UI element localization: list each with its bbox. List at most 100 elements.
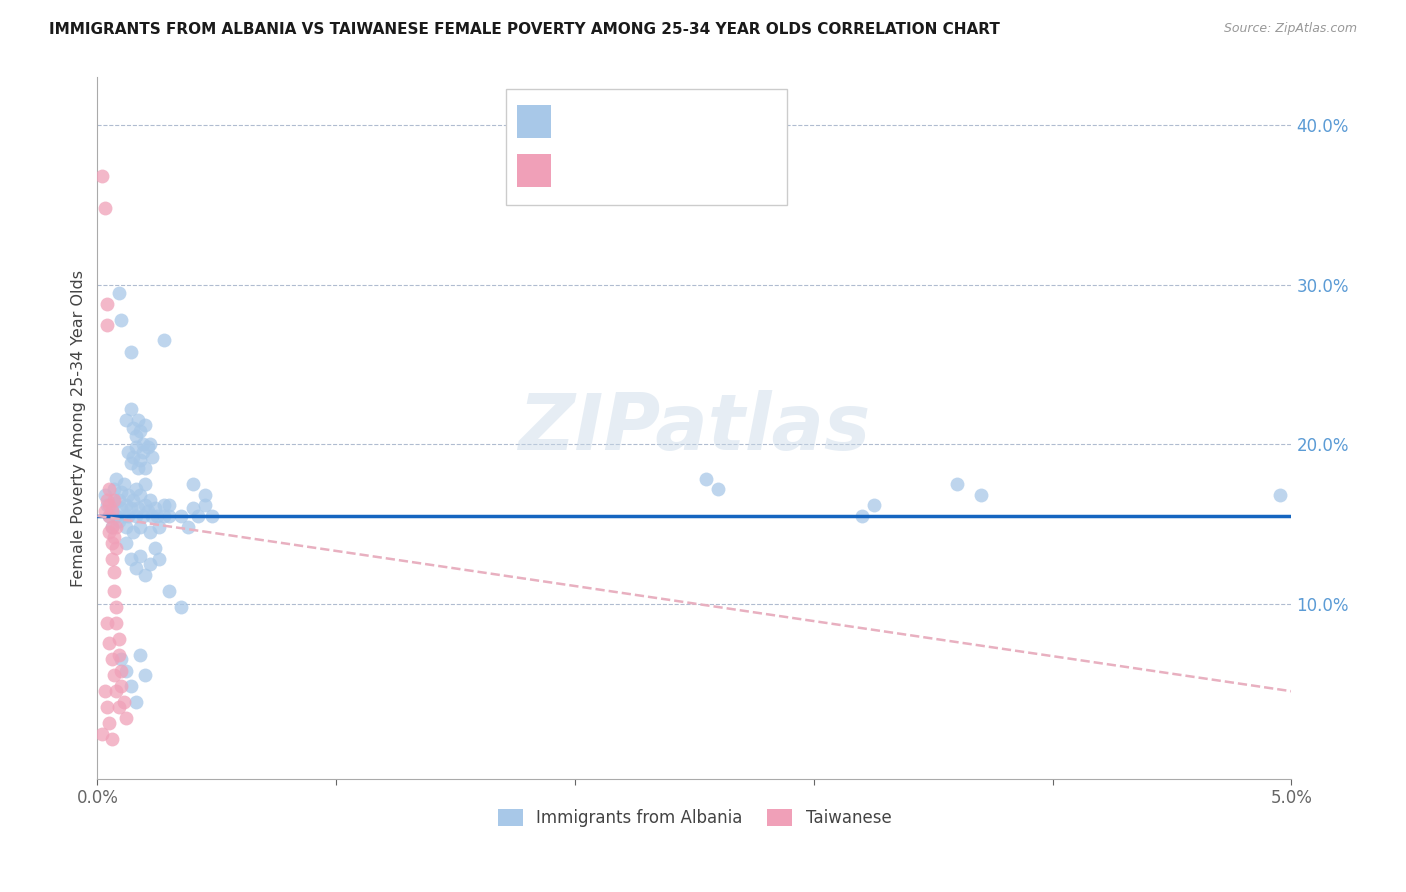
Point [112, 508, 135, 523]
Point [96, 318, 118, 332]
Point [110, 312, 132, 326]
Point [157, 583, 180, 598]
Point [108, 285, 131, 300]
Point [105, 520, 128, 534]
Point [110, 485, 132, 500]
Point [120, 344, 142, 359]
Point [194, 488, 217, 502]
Point [124, 561, 146, 575]
Point [120, 402, 142, 417]
Point [100, 536, 122, 550]
Point [153, 508, 176, 523]
Point [132, 508, 155, 523]
Point [108, 700, 131, 714]
Point [93, 201, 115, 215]
Point [134, 417, 156, 432]
Point [108, 632, 131, 646]
Point [139, 557, 162, 571]
Point [124, 440, 146, 454]
Point [139, 524, 162, 539]
FancyBboxPatch shape [517, 154, 551, 186]
Point [139, 437, 162, 451]
Point [170, 508, 193, 523]
Point [108, 492, 131, 507]
Text: R =: R = [562, 163, 596, 178]
Point [98, 636, 121, 650]
Point [105, 472, 128, 486]
Point [129, 648, 152, 662]
Text: -0.000: -0.000 [599, 114, 654, 129]
Point [946, 477, 969, 491]
Point [695, 472, 717, 486]
Point [110, 652, 132, 666]
Point [117, 445, 139, 459]
Point [103, 530, 125, 544]
Point [132, 437, 155, 451]
Point [181, 477, 204, 491]
Point [707, 482, 730, 496]
Point [98, 716, 121, 731]
Point [153, 334, 176, 348]
Point [103, 492, 125, 507]
Point [134, 477, 156, 491]
Point [96, 615, 118, 630]
Point [108, 648, 131, 662]
Point [970, 488, 993, 502]
Text: ZIPatlas: ZIPatlas [519, 390, 870, 467]
Point [141, 450, 163, 464]
Point [134, 567, 156, 582]
Point [136, 504, 159, 518]
Point [120, 552, 142, 566]
Point [157, 508, 180, 523]
Point [110, 680, 132, 694]
Point [120, 456, 142, 470]
Text: IMMIGRANTS FROM ALBANIA VS TAIWANESE FEMALE POVERTY AMONG 25-34 YEAR OLDS CORREL: IMMIGRANTS FROM ALBANIA VS TAIWANESE FEM… [49, 22, 1000, 37]
Point [100, 520, 122, 534]
Text: -0.067: -0.067 [599, 163, 654, 178]
Point [110, 664, 132, 678]
Point [129, 425, 152, 439]
Point [105, 508, 128, 523]
Point [132, 445, 155, 459]
Point [122, 492, 145, 507]
Point [146, 508, 169, 523]
Point [98, 508, 121, 523]
Point [115, 498, 138, 512]
FancyBboxPatch shape [506, 89, 787, 205]
Point [93, 504, 115, 518]
Point [127, 413, 149, 427]
Point [122, 421, 145, 435]
Point [862, 498, 884, 512]
Point [170, 599, 193, 614]
Point [115, 664, 138, 678]
Point [96, 498, 118, 512]
Text: N =: N = [681, 114, 724, 129]
Point [124, 482, 146, 496]
Point [112, 695, 135, 709]
Point [105, 599, 128, 614]
Point [96, 492, 118, 507]
Point [122, 450, 145, 464]
Text: 39: 39 [731, 163, 752, 178]
Point [127, 461, 149, 475]
Point [103, 482, 125, 496]
Point [100, 652, 122, 666]
Point [98, 508, 121, 523]
Point [134, 498, 156, 512]
Point [98, 498, 121, 512]
Point [124, 508, 146, 523]
Point [177, 520, 200, 534]
Point [115, 536, 138, 550]
Point [134, 668, 156, 682]
Point [108, 514, 131, 528]
Y-axis label: Female Poverty Among 25-34 Year Olds: Female Poverty Among 25-34 Year Olds [72, 269, 86, 587]
Point [96, 297, 118, 311]
Point [194, 498, 217, 512]
Point [100, 732, 122, 747]
Point [100, 520, 122, 534]
Point [1268, 488, 1291, 502]
Point [124, 695, 146, 709]
Point [98, 482, 121, 496]
Point [103, 668, 125, 682]
Point [91, 727, 114, 741]
